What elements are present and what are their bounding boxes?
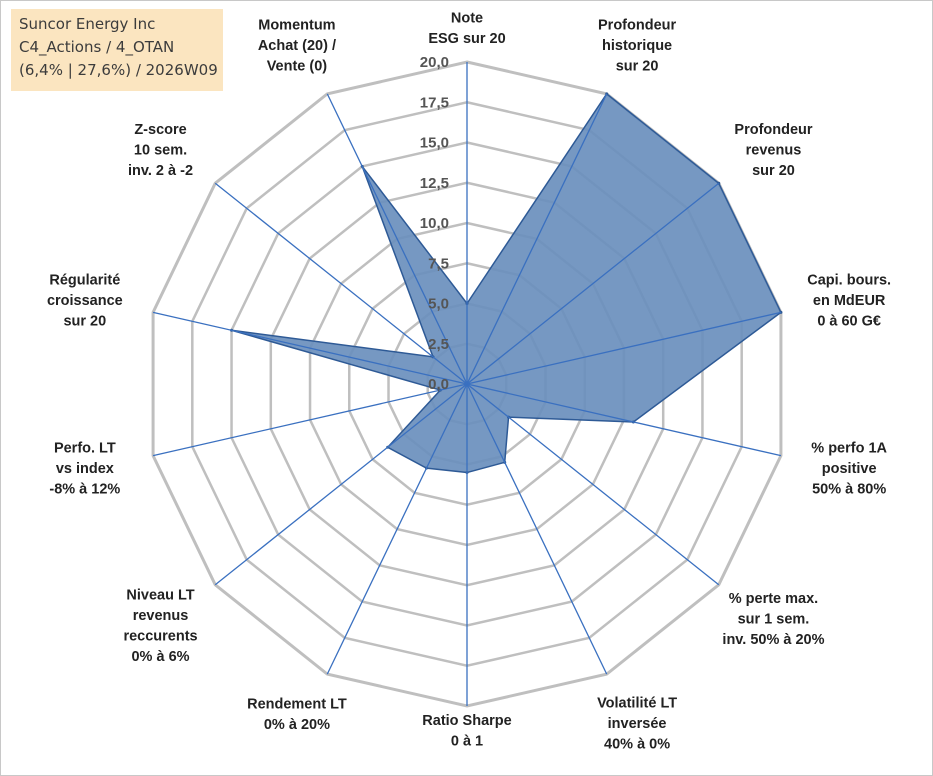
axis-spoke: [214, 182, 468, 385]
axis-label-line: historique: [602, 38, 672, 54]
radar-series: [230, 92, 783, 475]
axis-label: Rendement LT 0% à 20%: [247, 697, 347, 734]
axis-label: Ratio Sharpe 0 à 1: [422, 713, 511, 750]
axis-label-line: vs index: [56, 461, 114, 477]
axis-label: % perfo 1A positive 50% à 80%: [811, 440, 887, 497]
axis-label-line: Perfo. LT: [54, 440, 116, 456]
axis-label: Volatilité LT inversée 40% à 0%: [597, 696, 677, 753]
axis-label-line: 0 à 60 G€: [817, 314, 881, 330]
axis-label-line: 0 à 1: [451, 734, 483, 750]
axis-label: Niveau LT revenus reccurents 0% à 6%: [123, 587, 197, 665]
tick-label: 12,5: [420, 175, 449, 192]
tick-label: 20,0: [420, 54, 449, 71]
axis-label-line: sur 20: [63, 314, 106, 330]
axis-spoke: [466, 383, 608, 675]
axis-label-line: Momentum: [258, 17, 335, 33]
axis-spoke: [466, 182, 720, 385]
axis-label-line: inv. 2 à -2: [128, 163, 193, 179]
axis-label-line: Niveau LT: [126, 587, 194, 603]
axis-label-line: % perfo 1A: [811, 440, 887, 456]
axis-label-line: Volatilité LT: [597, 696, 677, 712]
axis-label-line: sur 20: [752, 163, 795, 179]
axis-label: Capi. bours. en MdEUR 0 à 60 G€: [807, 273, 891, 330]
axis-label: Perfo. LT vs index -8% à 12%: [49, 440, 120, 497]
axis-label: Régularité croissance sur 20: [47, 273, 123, 330]
radar-spokes: [152, 62, 782, 706]
axis-label-line: revenus: [133, 608, 189, 624]
radar-axis-labels: Note ESG sur 20 Profondeur historique sur 20…: [47, 11, 891, 753]
tick-label: 2,5: [428, 336, 449, 353]
axis-label-line: Régularité: [49, 273, 120, 289]
axis-spoke: [466, 311, 782, 385]
axis-label-line: % perte max.: [729, 591, 818, 607]
axis-label-line: 50% à 80%: [812, 481, 886, 497]
tick-label: 7,5: [428, 255, 449, 272]
axis-label-line: positive: [822, 461, 877, 477]
info-box: Suncor Energy Inc C4_Actions / 4_OTAN (6…: [11, 9, 223, 91]
axis-label: Profondeur revenus sur 20: [734, 122, 812, 179]
tick-label: 17,5: [420, 94, 449, 111]
category-label: C4_Actions / 4_OTAN: [19, 38, 175, 56]
axis-spoke: [214, 383, 468, 586]
axis-label-line: Profondeur: [734, 122, 812, 138]
stats-label: (6,4% | 27,6%) / 2026W09: [19, 61, 218, 79]
axis-label-line: Capi. bours.: [807, 273, 891, 289]
tick-label: 5,0: [428, 296, 449, 313]
axis-label-line: Vente (0): [267, 58, 328, 74]
axis-label-line: en MdEUR: [813, 293, 886, 309]
axis-label: Momentum Achat (20) / Vente (0): [258, 17, 336, 74]
axis-label-line: inversée: [608, 716, 667, 732]
axis-label-line: sur 20: [616, 58, 659, 74]
axis-spoke: [326, 383, 468, 675]
axis-label-line: 0% à 6%: [131, 649, 189, 665]
axis-spoke: [152, 383, 468, 457]
axis-label-line: Rendement LT: [247, 697, 347, 713]
axis-label-line: Z-score: [134, 122, 186, 138]
tick-label: 15,0: [420, 135, 449, 152]
axis-spoke: [152, 311, 468, 385]
axis-label-line: Profondeur: [598, 17, 676, 33]
axis-label: Note ESG sur 20: [428, 11, 505, 48]
axis-label-line: 40% à 0%: [604, 737, 670, 753]
axis-label-line: Ratio Sharpe: [422, 713, 511, 729]
company-name: Suncor Energy Inc: [19, 15, 156, 33]
axis-label: Profondeur historique sur 20: [598, 17, 676, 74]
axis-label-line: croissance: [47, 293, 123, 309]
tick-label: 0,0: [428, 376, 449, 393]
axis-label-line: -8% à 12%: [49, 481, 120, 497]
axis-spoke: [466, 383, 720, 586]
axis-label: % perte max. sur 1 sem. inv. 50% à 20%: [722, 591, 824, 648]
tick-label: 10,0: [420, 215, 449, 232]
axis-label-line: revenus: [746, 142, 802, 158]
axis-spoke: [466, 383, 782, 457]
axis-label-line: 0% à 20%: [264, 717, 330, 733]
axis-label-line: Note: [451, 11, 483, 27]
axis-label-line: ESG sur 20: [428, 31, 505, 47]
axis-label: Z-score 10 sem. inv. 2 à -2: [128, 122, 193, 179]
axis-spoke: [466, 93, 608, 385]
axis-label-line: Achat (20) /: [258, 38, 336, 54]
axis-label-line: reccurents: [123, 628, 197, 644]
axis-label-line: sur 1 sem.: [738, 612, 810, 628]
radar-tick-labels: 0,0 2,5 5,0 7,5 10,0 12,5 15,0 17,5 20,0: [420, 54, 449, 393]
axis-spoke: [326, 93, 468, 385]
axis-label-line: 10 sem.: [134, 142, 187, 158]
axis-label-line: inv. 50% à 20%: [722, 632, 824, 648]
